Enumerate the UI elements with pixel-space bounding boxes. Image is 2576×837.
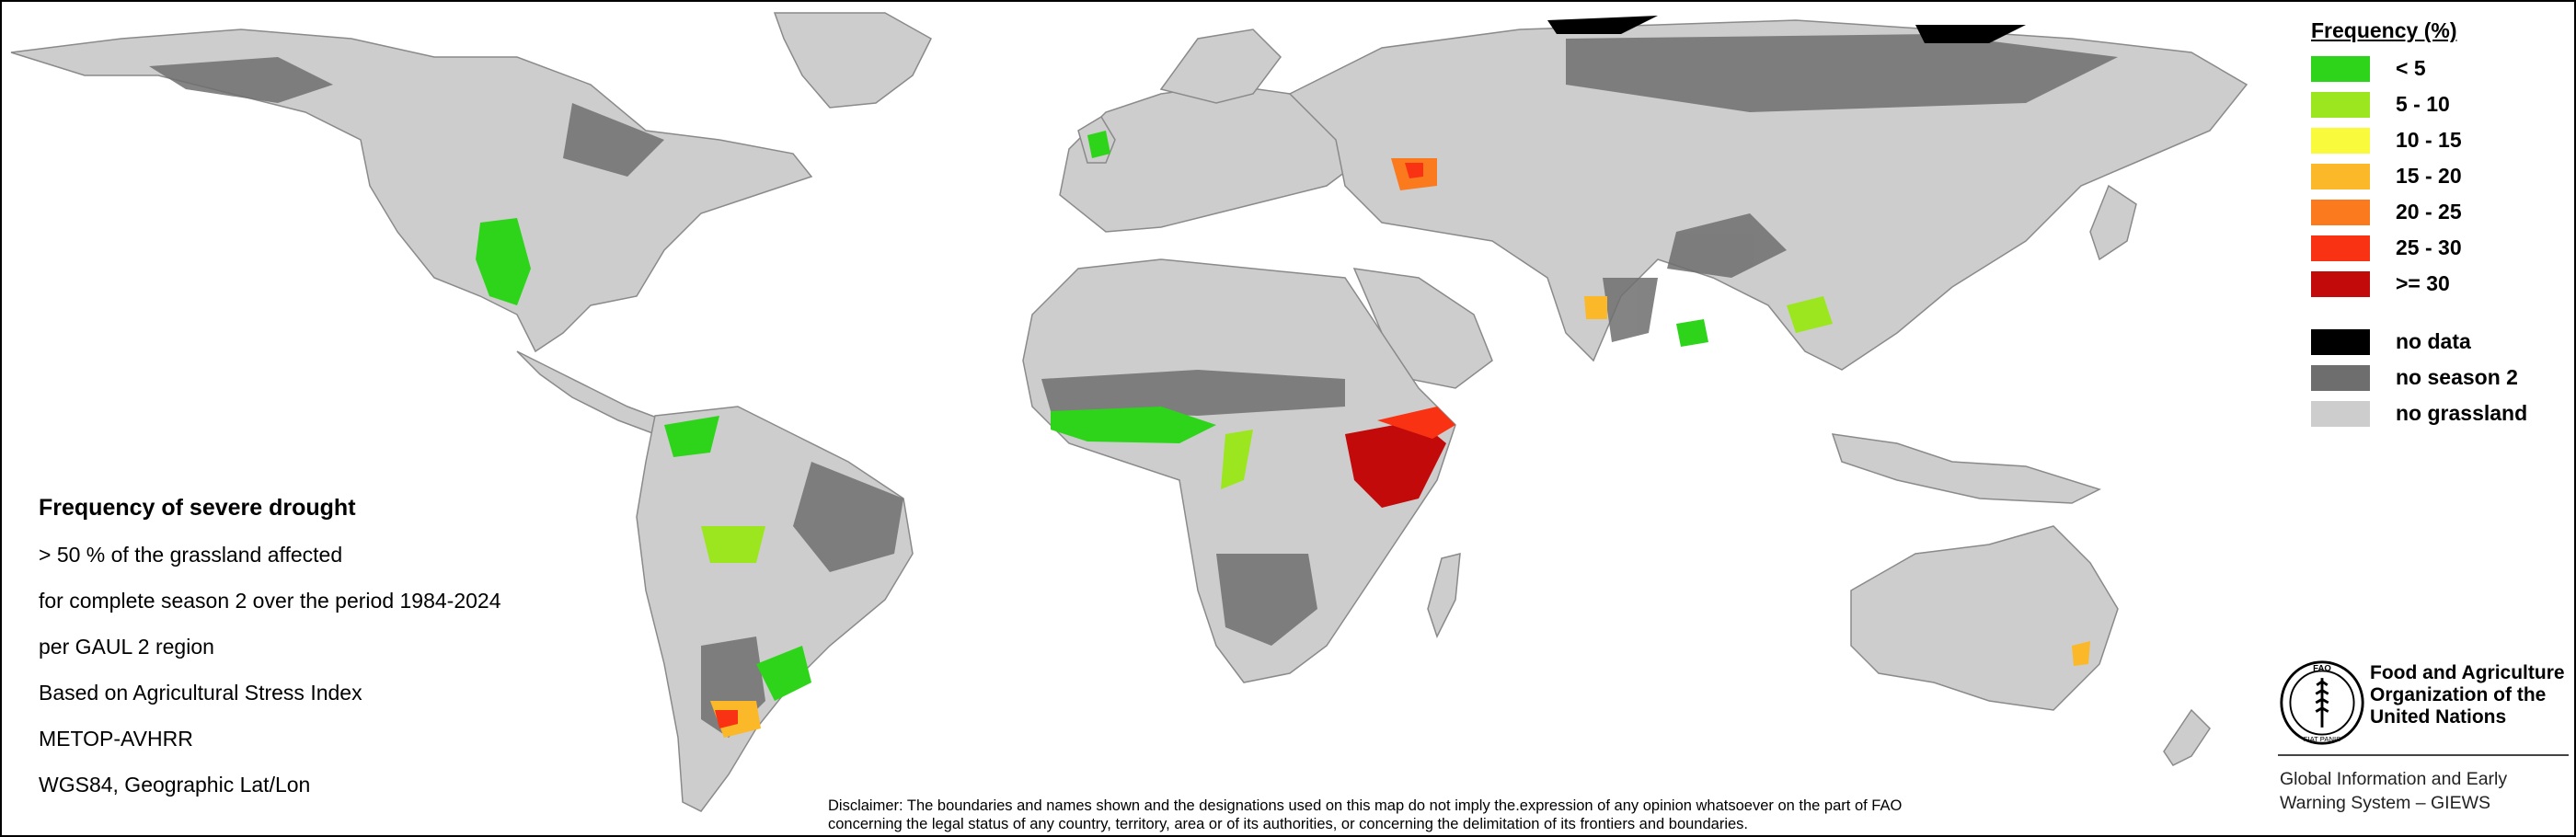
australia-landmass bbox=[1850, 525, 2119, 711]
us-plains-drought-patch bbox=[476, 218, 531, 305]
north-america-landmass bbox=[10, 29, 813, 353]
legend-label: >= 30 bbox=[2396, 271, 2450, 295]
map-legend: Frequency (%) < 5 5 - 10 10 - 15 15 - 20… bbox=[2311, 18, 2569, 431]
legend-swatch bbox=[2311, 364, 2370, 391]
brazil-no-season-patch bbox=[793, 462, 903, 572]
description-line: for complete season 2 over the period 19… bbox=[39, 589, 501, 613]
north-america-no-season-patch bbox=[149, 57, 333, 103]
legend-swatch bbox=[2311, 328, 2370, 355]
organization-name: Food and Agriculture Organization of the… bbox=[2370, 662, 2565, 728]
legend-item: >= 30 bbox=[2311, 266, 2569, 302]
uk-drought-patch bbox=[1087, 131, 1110, 158]
canada-no-season-patch bbox=[563, 103, 664, 177]
brazil-drought-patch bbox=[701, 526, 765, 563]
legend-title: Frequency (%) bbox=[2311, 18, 2457, 42]
logo-motto: FIAT PANIS bbox=[2304, 735, 2341, 743]
legend-swatch bbox=[2311, 91, 2370, 118]
australia-drought-patch bbox=[2072, 641, 2090, 666]
indonesia-landmass bbox=[1831, 433, 2101, 504]
organization-name-line: United Nations bbox=[2370, 706, 2507, 728]
giews-line: Global Information and Early bbox=[2280, 769, 2508, 789]
horn-of-africa-high-drought-patch bbox=[1345, 420, 1446, 508]
legend-swatch bbox=[2311, 199, 2370, 225]
map-description: Frequency of severe drought > 50 % of th… bbox=[39, 495, 627, 818]
disclaimer: Disclaimer: The boundaries and names sho… bbox=[828, 797, 2134, 833]
scandinavia-landmass bbox=[1159, 29, 1282, 104]
colombia-drought-patch bbox=[664, 416, 719, 457]
legend-swatch bbox=[2311, 163, 2370, 189]
legend-item: no data bbox=[2311, 324, 2569, 360]
horn-of-africa-mid-drought-patch bbox=[1377, 407, 1455, 439]
land-masses bbox=[10, 12, 2248, 812]
description-line: METOP-AVHRR bbox=[39, 727, 193, 751]
legend-label: no data bbox=[2396, 329, 2471, 353]
disclaimer-line: concerning the legal status of any count… bbox=[828, 816, 1748, 832]
drought-frequency-patches bbox=[476, 131, 2090, 738]
legend-item: no grassland bbox=[2311, 396, 2569, 431]
legend-label: 25 - 30 bbox=[2396, 235, 2462, 259]
disclaimer-line: Disclaimer: The boundaries and names sho… bbox=[828, 797, 1903, 814]
organization-divider bbox=[2278, 754, 2569, 756]
logo-text: FAO bbox=[2313, 663, 2331, 673]
description-line: WGS84, Geographic Lat/Lon bbox=[39, 773, 311, 797]
legend-label: no season 2 bbox=[2396, 365, 2518, 389]
sahel-no-season-patch bbox=[1041, 370, 1345, 416]
legend-item: < 5 bbox=[2311, 51, 2569, 86]
legend-label: < 5 bbox=[2396, 56, 2426, 80]
russia-drought-patch bbox=[1405, 163, 1423, 178]
legend-item: 5 - 10 bbox=[2311, 86, 2569, 122]
legend-swatch bbox=[2311, 235, 2370, 261]
description-line: per GAUL 2 region bbox=[39, 635, 214, 659]
legend-item: 20 - 25 bbox=[2311, 194, 2569, 230]
legend-swatch bbox=[2311, 55, 2370, 82]
south-america-landmass bbox=[636, 406, 914, 812]
west-africa-light-drought-patch bbox=[1221, 430, 1253, 489]
fao-logo-icon: FAO FIAT PANIS bbox=[2280, 660, 2364, 745]
description-line: > 50 % of the grassland affected bbox=[39, 543, 343, 567]
pakistan-drought-patch bbox=[1584, 296, 1607, 319]
giews-label: Global Information and Early Warning Sys… bbox=[2280, 767, 2507, 815]
asia-landmass bbox=[1288, 19, 2248, 371]
description-line: Based on Agricultural Stress Index bbox=[39, 681, 362, 705]
legend-swatch bbox=[2311, 270, 2370, 297]
legend-swatch bbox=[2311, 400, 2370, 427]
legend-label: 10 - 15 bbox=[2396, 128, 2462, 152]
legend-label: 20 - 25 bbox=[2396, 200, 2462, 224]
arctic-east-no-data-patch bbox=[1915, 25, 2026, 43]
legend-label: 15 - 20 bbox=[2396, 164, 2462, 188]
arctic-no-data-patch bbox=[1547, 16, 1658, 34]
india-no-season-patch bbox=[1603, 278, 1658, 342]
map-title: Frequency of severe drought bbox=[39, 495, 356, 521]
legend-label: 5 - 10 bbox=[2396, 92, 2450, 116]
greenland-landmass bbox=[773, 12, 932, 109]
uruguay-drought-patch bbox=[756, 646, 811, 701]
legend-item: no season 2 bbox=[2311, 360, 2569, 396]
new-zealand-landmass bbox=[2163, 708, 2211, 766]
legend-label: no grassland bbox=[2396, 401, 2528, 425]
japan-landmass bbox=[2089, 184, 2137, 261]
bangladesh-drought-patch bbox=[1676, 319, 1708, 347]
madagascar-landmass bbox=[1427, 553, 1461, 638]
west-africa-drought-patch bbox=[1051, 407, 1216, 443]
no-data-areas bbox=[1547, 16, 2026, 43]
legend-swatch bbox=[2311, 127, 2370, 154]
china-drought-patch bbox=[1787, 296, 1833, 333]
legend-item: 10 - 15 bbox=[2311, 122, 2569, 158]
giews-line: Warning System – GIEWS bbox=[2280, 793, 2491, 813]
southern-africa-no-season-patch bbox=[1216, 554, 1317, 646]
legend-item: 15 - 20 bbox=[2311, 158, 2569, 194]
organization-name-line: Food and Agriculture bbox=[2370, 662, 2565, 683]
siberia-no-season-patch bbox=[1566, 34, 2118, 112]
organization-name-line: Organization of the bbox=[2370, 684, 2547, 705]
argentina-high-drought-patch bbox=[715, 710, 738, 728]
legend-item: 25 - 30 bbox=[2311, 230, 2569, 266]
china-no-season-patch bbox=[1667, 213, 1787, 278]
